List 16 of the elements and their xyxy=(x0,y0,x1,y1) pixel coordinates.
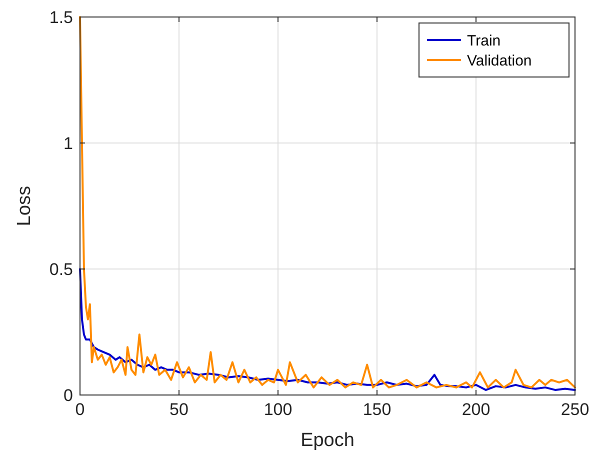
x-tick-label: 50 xyxy=(170,400,188,419)
x-tick-label: 0 xyxy=(75,400,85,419)
y-axis-title: Loss xyxy=(14,186,35,226)
x-tick-label: 250 xyxy=(560,400,590,419)
y-tick-label: 1 xyxy=(64,134,73,153)
y-tick-label: 0.5 xyxy=(49,260,73,279)
legend-label: Validation xyxy=(467,52,532,70)
y-tick-label: 1.5 xyxy=(49,8,73,27)
line-series xyxy=(79,268,576,391)
x-tick-label: 100 xyxy=(264,400,292,419)
y-tick-label: 0 xyxy=(64,386,73,405)
x-axis-title: Epoch xyxy=(300,430,354,451)
x-tick-label: 150 xyxy=(362,400,392,419)
legend-label: Train xyxy=(467,32,501,50)
line-series xyxy=(79,16,576,388)
x-tick-label: 200 xyxy=(462,400,490,419)
